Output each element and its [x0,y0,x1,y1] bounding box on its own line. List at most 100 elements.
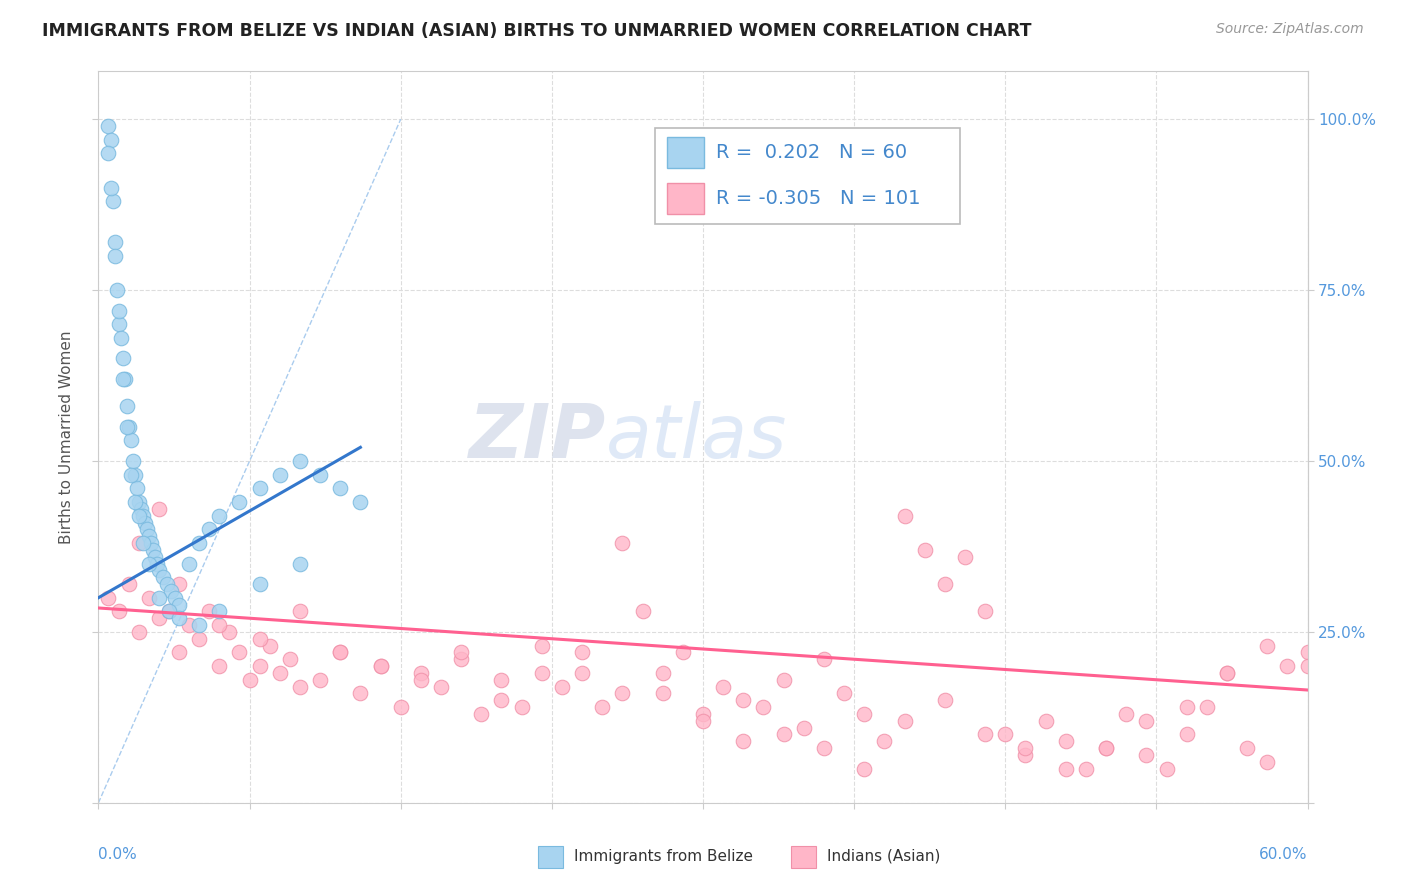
Point [1256,639,1278,653]
Point [148,501,170,516]
Point [228,645,250,659]
Point [156,577,179,591]
Point [772,673,794,687]
Text: 60.0%: 60.0% [1260,847,1308,862]
Text: R =  0.202   N = 60: R = 0.202 N = 60 [716,143,907,162]
Point [208,659,231,673]
Point [349,495,371,509]
Point [1277,659,1299,673]
Point [139,536,162,550]
Point [134,516,156,530]
Point [470,706,492,721]
Point [651,665,673,680]
Point [103,249,125,263]
Point [118,577,141,591]
Point [692,706,714,721]
Point [188,618,211,632]
Point [208,604,231,618]
Point [813,741,835,756]
Point [893,714,915,728]
Point [914,542,936,557]
Point [97,119,120,133]
Point [124,467,146,482]
Point [208,618,231,632]
Point [107,303,129,318]
Point [491,693,513,707]
Point [1135,714,1157,728]
Point [530,665,553,680]
Point [430,680,453,694]
Point [228,495,250,509]
Point [152,570,174,584]
Point [249,577,271,591]
Point [651,686,673,700]
Point [167,577,190,591]
Point [793,721,815,735]
Point [107,318,129,332]
Point [128,495,150,509]
Point [179,557,201,571]
Point [129,501,152,516]
Point [111,351,134,366]
Point [114,372,136,386]
Point [124,495,146,509]
Point [1135,747,1157,762]
Point [1216,665,1239,680]
Point [115,420,138,434]
Point [278,652,301,666]
Point [934,577,956,591]
Point [711,680,734,694]
Bar [668,184,704,214]
Point [1296,645,1319,659]
Point [167,645,190,659]
Point [672,645,695,659]
Point [1074,762,1097,776]
Point [752,700,775,714]
Point [249,659,271,673]
Point [128,624,150,639]
Point [953,549,976,564]
FancyBboxPatch shape [655,128,960,224]
Point [198,604,221,618]
Point [100,180,122,194]
Point [135,522,157,536]
Point [873,734,896,748]
Point [329,481,352,495]
Point [198,522,221,536]
Point [591,700,613,714]
Point [107,604,129,618]
Text: 0.0%: 0.0% [98,847,138,862]
Point [329,645,352,659]
Point [110,331,132,345]
Text: R = -0.305   N = 101: R = -0.305 N = 101 [716,189,921,209]
Point [148,611,170,625]
Point [974,727,997,741]
Point [530,639,553,653]
Point [772,727,794,741]
Text: Indians (Asian): Indians (Asian) [827,849,941,863]
Point [120,434,142,448]
Point [1175,727,1198,741]
Point [832,686,855,700]
Point [409,665,432,680]
Point [121,454,143,468]
Point [142,542,165,557]
Point [813,652,835,666]
Point [269,665,291,680]
Point [97,146,120,161]
Point [249,632,271,646]
Point [612,536,634,550]
Point [692,714,714,728]
Point [118,420,141,434]
Point [103,235,125,250]
Point [97,591,120,605]
Text: IMMIGRANTS FROM BELIZE VS INDIAN (ASIAN) BIRTHS TO UNMARRIED WOMEN CORRELATION C: IMMIGRANTS FROM BELIZE VS INDIAN (ASIAN)… [42,22,1032,40]
Point [288,454,311,468]
Point [128,536,150,550]
Point [146,557,169,571]
Point [1035,714,1057,728]
Point [853,706,876,721]
Point [1156,762,1178,776]
Point [259,639,281,653]
Point [138,591,160,605]
